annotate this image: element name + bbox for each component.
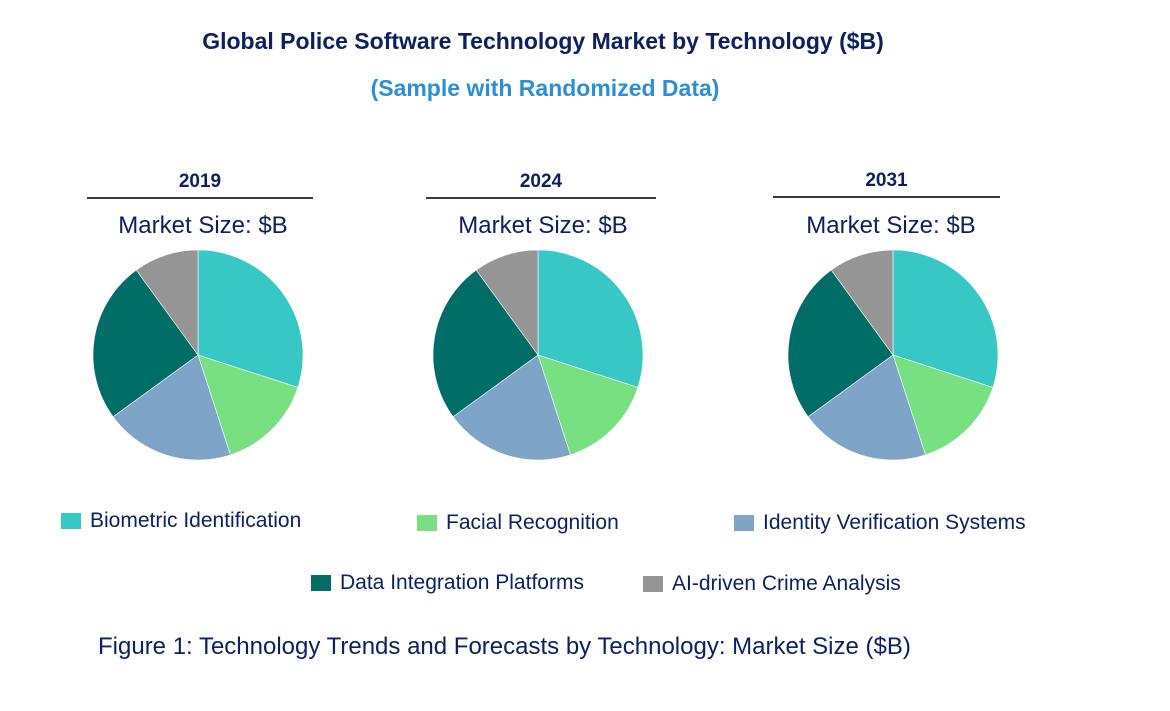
year-underline [773, 196, 1000, 198]
legend-swatch [61, 513, 81, 529]
legend-swatch [311, 575, 331, 591]
pie-2019 [92, 249, 304, 461]
legend-label: Identity Verification Systems [763, 511, 1026, 534]
legend-label: Facial Recognition [446, 511, 619, 534]
pie-year-2019: 2019 [178, 171, 222, 192]
chart-subtitle: (Sample with Randomized Data) [370, 75, 720, 101]
pie-slice-2024-identity-verification-systems [452, 354, 571, 461]
legend-swatch [734, 515, 754, 531]
pie-slice-2019-biometric-identification [197, 249, 304, 388]
pie-year-2031: 2031 [865, 170, 908, 191]
pie-2024 [432, 249, 644, 461]
market-size-label: Market Size: $B [458, 212, 628, 239]
market-size-label: Market Size: $B [118, 212, 288, 239]
legend-item-identity-verification-systems: Identity Verification Systems [734, 511, 1026, 535]
pie-slice-2024-biometric-identification [537, 249, 644, 388]
pie-slice-2024-facial-recognition [537, 354, 639, 456]
pie-slice-2031-biometric-identification [892, 249, 999, 388]
pie-slice-2031-facial-recognition [892, 354, 994, 456]
legend-label: Data Integration Platforms [340, 571, 584, 594]
legend-item-ai-driven-crime-analysis: AI-driven Crime Analysis [643, 572, 901, 596]
figure-caption: Figure 1: Technology Trends and Forecast… [98, 633, 911, 660]
legend-item-data-integration-platforms: Data Integration Platforms [311, 571, 584, 595]
pie-slice-2019-identity-verification-systems [112, 354, 231, 461]
chart-title: Global Police Software Technology Market… [202, 28, 884, 54]
pie-slice-2031-identity-verification-systems [807, 354, 926, 461]
market-size-label: Market Size: $B [806, 212, 976, 239]
legend-label: AI-driven Crime Analysis [672, 572, 901, 595]
legend-swatch [417, 515, 437, 531]
legend-item-biometric-identification: Biometric Identification [61, 509, 301, 533]
pie-slice-2024-data-integration-platforms [432, 269, 539, 418]
pie-slice-2019-facial-recognition [197, 354, 299, 456]
pie-year-2024: 2024 [519, 171, 563, 192]
legend-label: Biometric Identification [90, 509, 302, 532]
legend-item-facial-recognition: Facial Recognition [417, 511, 619, 535]
year-underline [87, 197, 313, 199]
year-underline [426, 197, 656, 199]
pie-slice-2031-ai-driven-crime-analysis [830, 249, 894, 356]
pie-slice-2031-data-integration-platforms [787, 269, 894, 418]
pie-slice-2024-ai-driven-crime-analysis [475, 249, 539, 356]
pie-slice-2019-ai-driven-crime-analysis [135, 249, 199, 356]
pie-2031 [787, 249, 999, 461]
pie-slice-2019-data-integration-platforms [92, 269, 199, 418]
legend-swatch [643, 576, 663, 592]
